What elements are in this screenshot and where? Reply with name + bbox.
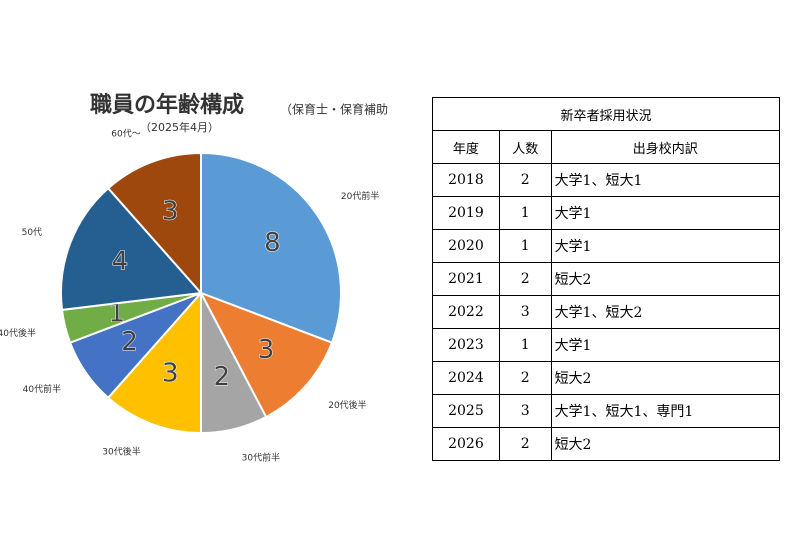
category-label: 60代～ bbox=[111, 129, 140, 140]
table-row: 2020 1 大学1 bbox=[432, 229, 781, 263]
table-cell: 2 bbox=[498, 163, 552, 197]
table-row: 2021 2 短大2 bbox=[432, 262, 781, 296]
category-label: 40代前半 bbox=[23, 383, 61, 395]
table-cell: 大学1 bbox=[550, 328, 781, 362]
table-cell: 2018 bbox=[432, 163, 500, 197]
table-row: 2019 1 大学1 bbox=[432, 196, 781, 230]
table-cell: 大学1 bbox=[550, 229, 781, 263]
column-header: 人数 bbox=[498, 130, 552, 164]
pie-slice bbox=[106, 290, 202, 435]
table-row: 2025 3 大学1、短大1、専門1 bbox=[432, 394, 781, 428]
data-label: 4 bbox=[112, 247, 129, 277]
table-title: 新卒者採用状況 bbox=[432, 97, 780, 131]
table-cell: 1 bbox=[498, 328, 552, 362]
category-label: 40代後半 bbox=[0, 327, 36, 339]
table-cell: 2022 bbox=[432, 295, 500, 329]
table-cell: 大学1 bbox=[550, 196, 781, 230]
pie-slice bbox=[200, 151, 342, 344]
table-cell: 2026 bbox=[432, 427, 500, 461]
category-label: 20代前半 bbox=[341, 190, 379, 202]
table-cell: 短大2 bbox=[550, 361, 781, 395]
data-label: 3 bbox=[258, 335, 275, 365]
category-label: 30代前半 bbox=[242, 452, 280, 464]
table: 新卒者採用状況 年度 人数 出身校内訳 2018 2 大学1、短大1 2019 1 大学1 20… bbox=[432, 97, 781, 461]
data-label: 2 bbox=[121, 327, 138, 357]
category-label: 50代 bbox=[22, 227, 42, 238]
chart-note: （2025年4月） bbox=[140, 120, 219, 134]
table-cell: 2020 bbox=[432, 229, 500, 263]
table-row: 2023 1 大学1 bbox=[432, 328, 781, 362]
table-cell: 2024 bbox=[432, 361, 500, 395]
table-cell: 1 bbox=[498, 196, 552, 230]
pie-slice bbox=[60, 186, 204, 311]
table-row: 2026 2 短大2 bbox=[432, 427, 781, 461]
table-cell: 3 bbox=[498, 295, 552, 329]
pie-slice bbox=[198, 291, 334, 419]
table-cell: 大学1、短大2 bbox=[550, 295, 781, 329]
chart-subtitle: （保育士・保育補助 bbox=[280, 102, 388, 117]
table-cell: 2021 bbox=[432, 262, 500, 296]
header-row: 年度 人数 出身校内訳 bbox=[432, 130, 781, 164]
data-label: 3 bbox=[162, 359, 179, 389]
table-row: 2022 3 大学1、短大2 bbox=[432, 295, 781, 329]
column-header: 出身校内訳 bbox=[550, 130, 781, 164]
chart: 職員の年齢構成 （保育士・保育補助 （2025年4月） 8 20代前半 3 20代後半… bbox=[0, 92, 388, 464]
table-cell: 2023 bbox=[432, 328, 500, 362]
table-cell: 2 bbox=[498, 427, 552, 461]
table-cell: 大学1、短大1 bbox=[550, 163, 781, 197]
data-label: 2 bbox=[213, 362, 230, 392]
table-cell: 大学1、短大1、専門1 bbox=[550, 394, 781, 428]
category-label: 30代後半 bbox=[102, 445, 140, 457]
table-row: 2018 2 大学1、短大1 bbox=[432, 163, 781, 197]
column-header: 年度 bbox=[432, 130, 500, 164]
data-label: 3 bbox=[162, 196, 179, 226]
table-cell: 2019 bbox=[432, 196, 500, 230]
data-label: 1 bbox=[108, 298, 125, 328]
table-cell: 1 bbox=[498, 229, 552, 263]
pie-slice bbox=[106, 151, 202, 296]
data-label: 8 bbox=[264, 228, 281, 258]
table-cell: 2025 bbox=[432, 394, 500, 428]
table-cell: 3 bbox=[498, 394, 552, 428]
table-cell: 短大2 bbox=[550, 262, 781, 296]
table-cell: 2 bbox=[498, 262, 552, 296]
chart-title: 職員の年齢構成 bbox=[90, 92, 244, 118]
table-cell: 2 bbox=[498, 361, 552, 395]
table-cell: 短大2 bbox=[550, 427, 781, 461]
table-row: 2024 2 短大2 bbox=[432, 361, 781, 395]
category-label: 20代後半 bbox=[328, 399, 366, 411]
